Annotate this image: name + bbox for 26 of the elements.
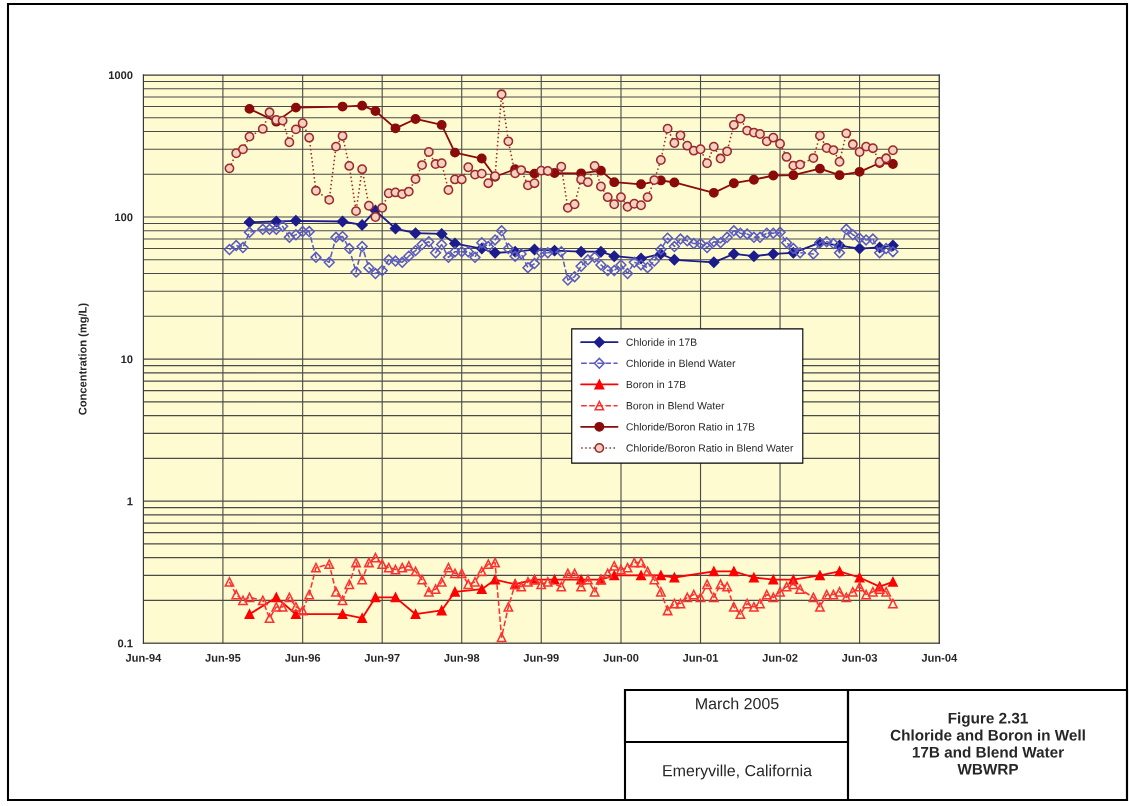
y-axis-title: Concentration (mg/L) — [78, 303, 89, 415]
x-tick-label: Jun-01 — [682, 653, 719, 662]
y-tick-label: 100 — [115, 213, 133, 222]
x-tick-label: Jun-00 — [603, 653, 639, 662]
x-tick-label: Jun-99 — [523, 653, 559, 662]
x-tick-label: Jun-96 — [284, 653, 321, 662]
y-tick-label: 10 — [121, 355, 133, 364]
text: March 2005 — [696, 697, 779, 710]
x-tick-label: Jun-94 — [125, 653, 162, 662]
legend-label: Boron in Blend Water — [626, 401, 725, 410]
text: Figure 2.31 Chloride and Boron in Well 17B and Blend Water WBWRP — [890, 712, 1085, 775]
legend-label: Chloride in Blend Water — [626, 359, 736, 368]
x-tick-label: Jun-03 — [841, 653, 878, 662]
text: Emeryville, California — [663, 764, 812, 780]
x-tick-label: Jun-98 — [443, 653, 480, 662]
legend-label: Boron in 17B — [626, 380, 686, 389]
x-tick-label: Jun-95 — [205, 653, 241, 662]
legend-label: Chloride in 17B — [626, 338, 697, 346]
x-tick-label: Jun-04 — [921, 653, 958, 662]
x-tick-label: Jun-02 — [762, 653, 798, 662]
legend-label: Chloride/Boron Ratio in 17B — [626, 422, 755, 431]
y-tick-label: 0.1 — [117, 639, 133, 648]
x-tick-label: Jun-97 — [364, 653, 400, 662]
y-tick-label: 1 — [127, 497, 133, 506]
legend-label: Chloride/Boron Ratio in Blend Water — [626, 444, 794, 452]
y-tick-label: 1000 — [108, 71, 133, 80]
